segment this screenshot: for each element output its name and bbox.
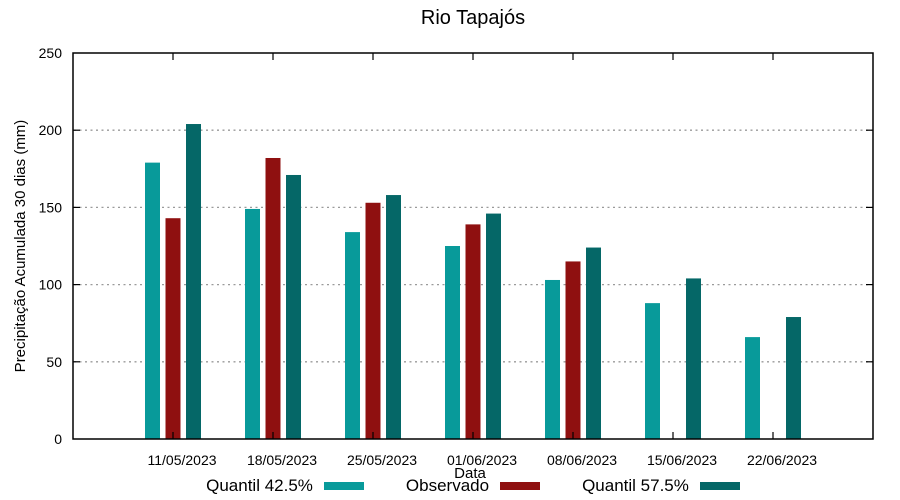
x-tick-label-08/06/2023: 08/06/2023 [547, 452, 617, 468]
y-tick-label-100: 100 [39, 277, 63, 293]
y-tick-label-250: 250 [39, 45, 63, 61]
bar-Observado-01/06/2023 [465, 224, 481, 439]
legend-label: Observado [405, 476, 490, 495]
y-tick-label-50: 50 [46, 354, 62, 370]
bar-Quantil 57.5%-18/05/2023 [286, 174, 301, 439]
legend-swatch-icon [500, 482, 541, 490]
legend-entry-Observado: Observado [405, 476, 541, 496]
bar-Observado-25/05/2023 [365, 202, 381, 439]
x-axis-label: Data [454, 465, 486, 482]
bar-Quantil 57.5%-01/06/2023 [486, 213, 501, 439]
legend-entry-Quantil 57.5%: Quantil 57.5% [582, 476, 740, 496]
bar-Quantil 57.5%-25/05/2023 [386, 195, 401, 439]
bar-Quantil 42.5%-25/05/2023 [345, 232, 360, 439]
legend-swatch-icon [699, 482, 740, 490]
y-tick-label-150: 150 [39, 199, 63, 215]
x-tick-label-01/06/2023: 01/06/2023 [447, 452, 517, 468]
legend-label: Quantil 42.5% [206, 476, 313, 495]
legend-entry-Quantil 42.5%: Quantil 42.5% [206, 476, 364, 496]
legend-label: Quantil 57.5% [582, 476, 689, 495]
y-axis-label: Precipitação Acumulada 30 dias (mm) [12, 120, 29, 373]
plot-border [72, 52, 874, 440]
x-tick-label-15/06/2023: 15/06/2023 [647, 452, 717, 468]
x-tick-label-22/06/2023: 22/06/2023 [747, 452, 817, 468]
x-tick-label-11/05/2023: 11/05/2023 [147, 452, 216, 468]
bar-Quantil 42.5%-01/06/2023 [445, 246, 460, 439]
bar-Quantil 42.5%-18/05/2023 [245, 208, 260, 439]
bar-Quantil 57.5%-22/06/2023 [786, 317, 801, 439]
bar-Observado-11/05/2023 [165, 218, 181, 439]
bar-Quantil 42.5%-22/06/2023 [745, 337, 760, 439]
bar-Observado-18/05/2023 [265, 157, 281, 439]
bar-Quantil 57.5%-11/05/2023 [186, 124, 201, 440]
bar-Quantil 42.5%-15/06/2023 [645, 303, 660, 439]
bar-Quantil 42.5%-08/06/2023 [545, 279, 560, 439]
x-tick-label-25/05/2023: 25/05/2023 [347, 452, 417, 468]
chart-title: Rio Tapajós [420, 7, 526, 29]
x-tick-label-18/05/2023: 18/05/2023 [247, 452, 317, 468]
bar-Observado-08/06/2023 [565, 261, 581, 439]
legend-swatch-icon [323, 482, 364, 490]
y-tick-label-200: 200 [39, 122, 63, 138]
legend: Quantil 42.5% Observado Quantil 57.5% [73, 476, 873, 496]
bar-Quantil 57.5%-08/06/2023 [586, 247, 601, 439]
bar-Quantil 42.5%-11/05/2023 [145, 162, 160, 439]
bar-Quantil 57.5%-15/06/2023 [686, 278, 701, 439]
y-tick-label-0: 0 [54, 431, 62, 447]
plot-area: 0 50 100 150 200 250 11/05/2023 18/05/2023 25/05… [39, 45, 874, 468]
